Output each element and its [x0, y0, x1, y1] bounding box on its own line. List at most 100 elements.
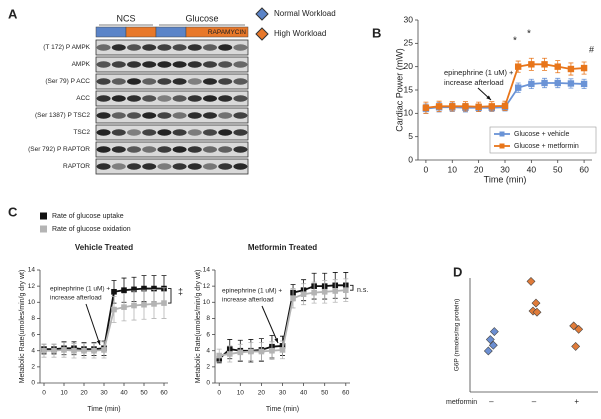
annotation: increase afterload	[50, 295, 102, 302]
series-marker	[528, 80, 535, 88]
y-tick-label: 2	[31, 364, 35, 371]
series-marker	[141, 285, 147, 292]
data-point	[526, 276, 536, 286]
data-point	[485, 335, 495, 344]
blot-band	[157, 78, 172, 85]
lane-condition	[155, 26, 187, 38]
y-tick-label: 20	[404, 61, 414, 71]
x-axis-label: metformin	[446, 399, 477, 406]
blot-band	[157, 146, 172, 153]
series-marker	[61, 347, 67, 353]
annotation: *	[527, 29, 531, 40]
y-axis-label: Cardiac Power (mW)	[394, 48, 404, 132]
series-marker	[528, 61, 535, 68]
blot-band	[187, 129, 202, 136]
blot-band	[157, 129, 172, 136]
blot-band	[218, 44, 233, 51]
annotation: *	[513, 36, 517, 47]
blot-band	[96, 61, 111, 68]
series-marker	[462, 103, 469, 110]
blot-band	[157, 112, 172, 119]
blot-band	[233, 95, 248, 102]
lane-condition	[95, 26, 127, 38]
blot-band	[127, 44, 141, 51]
series-marker	[290, 295, 296, 302]
data-point	[574, 324, 584, 334]
blot-band	[111, 129, 126, 136]
y-tick-label: 12	[28, 283, 36, 290]
blot-band	[172, 78, 187, 85]
blot-row-label: (T 172) P AMPK	[43, 44, 90, 51]
blot-band	[127, 129, 141, 136]
x-tick-label: 30	[500, 164, 510, 174]
y-tick-label: 2	[206, 364, 210, 371]
blot-band	[111, 44, 126, 51]
blot-band	[157, 44, 172, 51]
x-tick-label: –	[532, 397, 537, 406]
x-tick-label: 10	[448, 164, 458, 174]
legend-label: High Workload	[274, 29, 326, 38]
blot-strip	[95, 90, 249, 107]
blot-band	[203, 112, 217, 119]
data-point	[532, 307, 542, 317]
x-tick-label: 60	[342, 390, 350, 397]
blot-band	[187, 61, 202, 68]
panel-label: C	[8, 204, 18, 219]
blot-band	[111, 78, 126, 85]
arrow-head	[96, 340, 101, 345]
blot-band	[233, 146, 248, 153]
series-marker	[475, 103, 482, 110]
blot-band	[172, 146, 187, 153]
data-point	[488, 340, 498, 350]
series-marker	[300, 291, 307, 298]
panel-label: A	[8, 6, 18, 21]
annotation-arrow	[261, 305, 279, 344]
blot-band	[187, 163, 202, 170]
annotation: increase afterload	[444, 78, 504, 87]
series-marker	[111, 288, 117, 295]
series-marker	[514, 63, 522, 70]
blot-band	[203, 78, 217, 85]
blot-row-label: (Ser 792) P RAPTOR	[28, 146, 90, 153]
blot-band	[233, 78, 248, 85]
x-tick-label: 50	[321, 390, 329, 397]
blot-band	[218, 129, 233, 136]
series-marker	[131, 302, 137, 309]
series-marker	[541, 61, 548, 68]
blot-band	[142, 44, 157, 51]
series-marker	[111, 306, 117, 313]
y-tick-label: 0	[31, 380, 35, 387]
series-marker	[567, 65, 575, 73]
series-marker	[71, 347, 77, 354]
y-tick-label: 6	[31, 331, 35, 338]
legend-label: Rate of glucose uptake	[52, 213, 124, 220]
y-axis-label: G6P (nmoles/mg protein)	[454, 299, 461, 372]
series-marker	[541, 79, 548, 87]
legend-label: Glucose + metformin	[514, 143, 579, 150]
lane-condition	[185, 26, 249, 38]
arrow-head	[274, 338, 278, 343]
blot-band	[127, 61, 141, 68]
y-tick-label: 12	[203, 283, 211, 290]
series-marker	[131, 286, 137, 293]
x-tick-label: 60	[160, 390, 168, 397]
data-point	[531, 298, 541, 308]
blot-band	[142, 78, 157, 85]
blot-band	[218, 95, 233, 102]
chart-title: Metformin Treated	[248, 243, 317, 252]
blot-band	[218, 78, 233, 85]
y-tick-label: 0	[206, 380, 210, 387]
series-marker	[151, 285, 157, 292]
x-axis-label: Time (min)	[484, 174, 527, 184]
blot-band	[111, 146, 126, 153]
annotation: ‡	[178, 286, 183, 296]
y-axis-label: Metabolic Rate(umoles/min/g dry wt)	[195, 270, 202, 384]
blot-band	[127, 78, 141, 85]
annotation: #	[589, 44, 594, 54]
legend-box	[489, 126, 597, 154]
blot-band	[187, 78, 202, 85]
y-tick-label: 10	[28, 299, 36, 306]
blot-band	[203, 44, 217, 51]
y-axis-label: Metabolic Rate(umoles/min/g dry wt)	[19, 270, 26, 384]
